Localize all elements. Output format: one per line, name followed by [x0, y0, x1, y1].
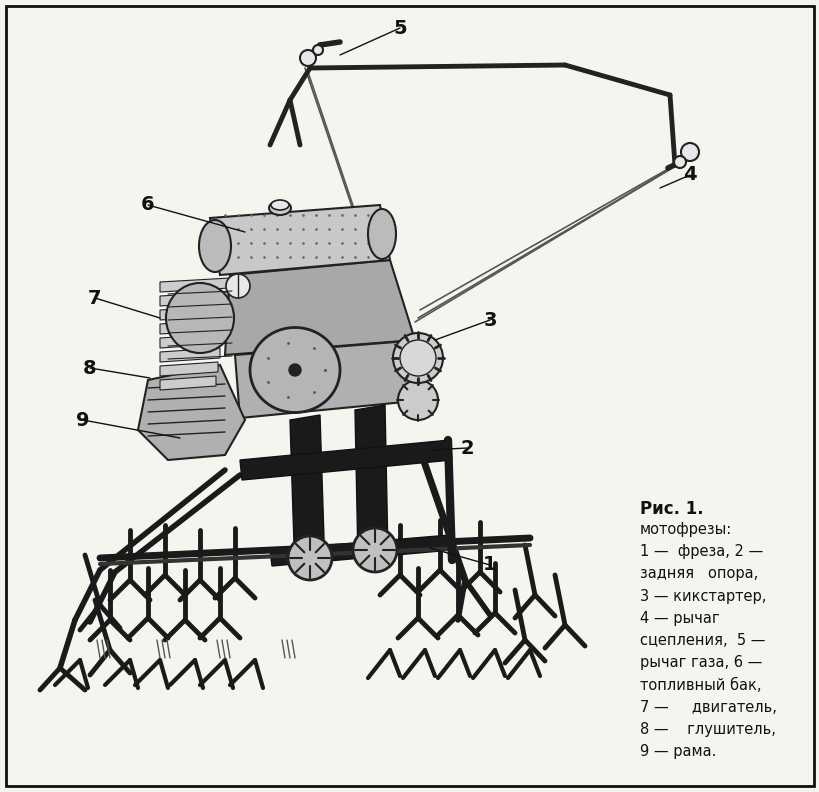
- Circle shape: [352, 528, 396, 572]
- Polygon shape: [269, 535, 451, 566]
- Polygon shape: [160, 348, 219, 362]
- Ellipse shape: [199, 220, 231, 272]
- Text: 3: 3: [482, 310, 496, 329]
- Circle shape: [392, 333, 442, 383]
- Polygon shape: [160, 376, 215, 390]
- Polygon shape: [224, 260, 414, 355]
- Ellipse shape: [165, 283, 233, 353]
- Ellipse shape: [270, 200, 288, 210]
- Circle shape: [313, 45, 323, 55]
- Polygon shape: [160, 362, 218, 376]
- Text: Рис. 1.: Рис. 1.: [639, 500, 703, 518]
- Polygon shape: [240, 440, 451, 480]
- Ellipse shape: [269, 201, 291, 215]
- Circle shape: [226, 274, 250, 298]
- Text: 8: 8: [83, 359, 97, 378]
- Polygon shape: [160, 306, 226, 320]
- Text: 1: 1: [482, 555, 496, 574]
- Polygon shape: [210, 205, 390, 275]
- Circle shape: [397, 380, 437, 420]
- Circle shape: [287, 536, 332, 580]
- Circle shape: [400, 340, 436, 376]
- Polygon shape: [160, 292, 228, 306]
- Ellipse shape: [368, 209, 396, 259]
- Polygon shape: [138, 365, 245, 460]
- Circle shape: [680, 143, 698, 161]
- Polygon shape: [160, 320, 224, 334]
- Circle shape: [288, 364, 301, 376]
- Polygon shape: [160, 278, 229, 292]
- Text: 2: 2: [459, 439, 473, 458]
- Polygon shape: [160, 334, 222, 348]
- Polygon shape: [290, 415, 324, 575]
- Text: 4: 4: [682, 166, 696, 185]
- Circle shape: [300, 50, 315, 66]
- Text: 6: 6: [141, 196, 155, 215]
- Text: мотофрезы:
1 —  фреза, 2 —
задняя   опора,
3 — кикстартер,
4 — рычаг
сцепления, : мотофрезы: 1 — фреза, 2 — задняя опора, …: [639, 522, 776, 760]
- Text: 9: 9: [76, 410, 89, 429]
- Text: 5: 5: [392, 18, 406, 37]
- Polygon shape: [235, 340, 424, 418]
- Circle shape: [673, 156, 686, 168]
- Ellipse shape: [250, 328, 340, 413]
- Polygon shape: [355, 405, 387, 560]
- Text: 7: 7: [88, 288, 102, 307]
